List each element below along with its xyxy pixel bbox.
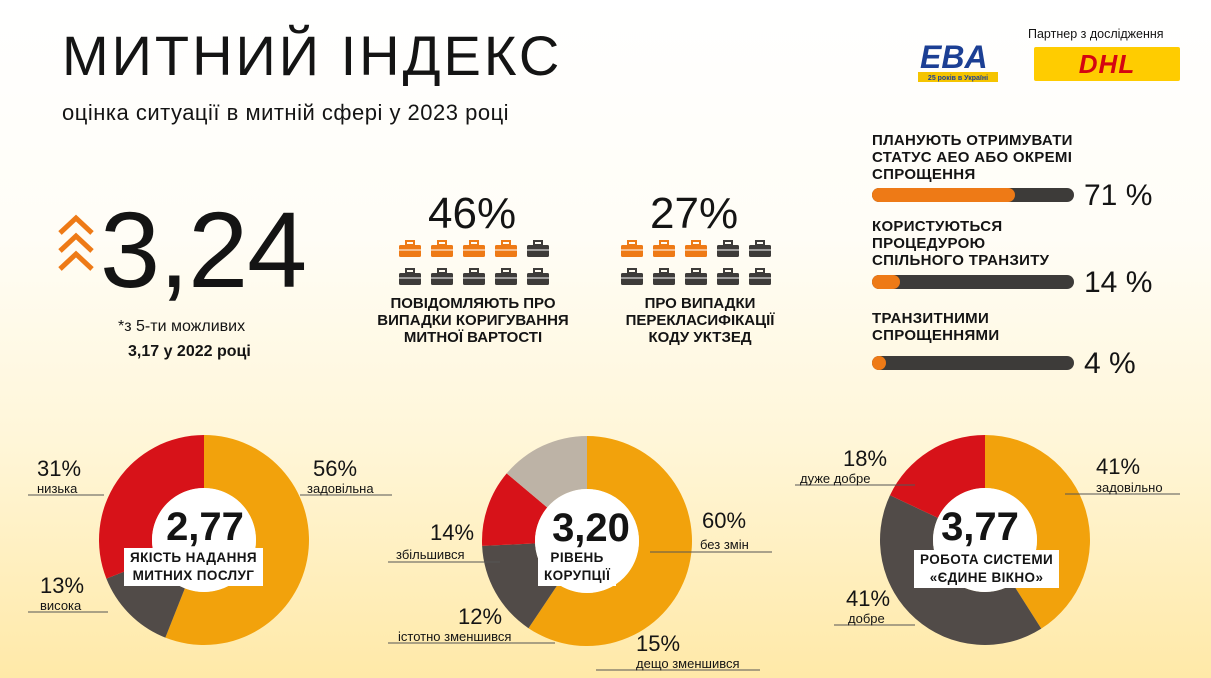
progress-fill — [872, 188, 1016, 202]
donut-slice — [889, 435, 985, 518]
donut-value: 3,20 — [552, 506, 630, 550]
slice-percent: 56% — [313, 456, 358, 481]
briefcase-icon — [621, 268, 643, 285]
slice-name: істотно зменшився — [398, 629, 512, 644]
donut-value: 2,77 — [166, 505, 244, 549]
slice-name: низька — [37, 481, 78, 496]
briefcase-icon — [653, 268, 675, 285]
briefcase-icon — [749, 268, 771, 285]
bar-percent: 14 % — [1084, 266, 1153, 299]
briefcase-grid — [620, 240, 780, 288]
progress-fill — [872, 275, 901, 289]
progress-track — [872, 275, 1074, 289]
progress-track — [872, 188, 1074, 202]
briefcase-icon — [431, 240, 453, 257]
bar-percent: 71 % — [1084, 179, 1153, 212]
donut-slice — [165, 435, 309, 645]
donut-slice — [880, 495, 1042, 645]
chevron-up-icon — [58, 214, 94, 271]
briefcase-icon — [717, 268, 739, 285]
briefcase-icon — [527, 240, 549, 257]
index-value: 3,24 — [100, 189, 307, 310]
stat-caption: ПРО ВИПАДКИ ПЕРЕКЛАСИФІКАЦІЇ КОДУ УКТЗЕД — [625, 295, 775, 346]
bar-percent: 4 % — [1084, 347, 1136, 380]
bar-label: ПЛАНУЮТЬ ОТРИМУВАТИ СТАТУС АЕО АБО ОКРЕМІ… — [872, 132, 1073, 183]
dhl-logo-text: DHL — [1078, 49, 1136, 79]
donut-slice — [506, 436, 587, 508]
donut-slice — [482, 473, 548, 546]
briefcase-icon — [495, 240, 517, 257]
slice-percent: 12% — [458, 604, 503, 629]
briefcase-icon — [399, 268, 421, 285]
slice-percent: 13% — [40, 573, 85, 598]
donut-value: 3,77 — [941, 505, 1019, 549]
eba-logo: EBA 25 років в Україні — [918, 39, 998, 82]
briefcase-icon — [685, 268, 707, 285]
index-previous: 3,17 у 2022 році — [128, 343, 251, 360]
bar-label: ТРАНЗИТНИМИ СПРОЩЕННЯМИ — [872, 310, 1000, 344]
slice-percent: 15% — [636, 631, 681, 656]
slice-percent: 14% — [430, 520, 475, 545]
page-subtitle: оцінка ситуації в митній сфері у 2023 ро… — [62, 100, 510, 125]
progress-fill — [872, 356, 887, 370]
donut-slice — [528, 436, 692, 647]
eba-logo-tagline: 25 років в Україні — [928, 74, 988, 82]
partner-label: Партнер з дослідження — [1028, 27, 1164, 41]
slice-percent: 41% — [1096, 454, 1141, 479]
slice-name: задовільна — [307, 481, 374, 496]
stat-percent: 46% — [428, 189, 517, 238]
stat-percent: 27% — [650, 189, 739, 238]
donut-slice — [98, 435, 204, 579]
briefcase-icon — [749, 240, 771, 257]
index-note: *з 5-ти можливих — [118, 318, 246, 335]
eba-logo-text: EBA — [920, 39, 988, 75]
briefcase-icon — [717, 240, 739, 257]
slice-percent: 41% — [846, 586, 891, 611]
slice-name: дещо зменшився — [636, 656, 740, 671]
slice-percent: 31% — [37, 456, 82, 481]
stat-caption: ПОВІДОМЛЯЮТЬ ПРО ВИПАДКИ КОРИГУВАННЯ МИТ… — [377, 295, 569, 346]
briefcase-icon — [431, 268, 453, 285]
briefcase-icon — [653, 240, 675, 257]
slice-name: висока — [40, 598, 82, 613]
briefcase-icon — [463, 268, 485, 285]
slice-percent: 18% — [843, 446, 888, 471]
slice-name: дуже добре — [800, 471, 871, 486]
briefcase-grid — [398, 240, 558, 288]
briefcase-icon — [463, 240, 485, 257]
progress-track — [872, 356, 1074, 370]
briefcase-icon — [621, 240, 643, 257]
slice-percent: 60% — [702, 508, 747, 533]
slice-name: добре — [848, 611, 885, 626]
slice-name: задовільно — [1096, 480, 1163, 495]
briefcase-icon — [685, 240, 707, 257]
donut-slice — [985, 435, 1091, 629]
donut-single-window — [880, 435, 1091, 645]
slice-name: збільшився — [396, 547, 465, 562]
donut-label: РІВЕНЬ КОРУПЦІЇ — [538, 548, 617, 586]
briefcase-icon — [495, 268, 517, 285]
slice-name: без змін — [700, 537, 749, 552]
briefcase-icon — [399, 240, 421, 257]
donut-label: РОБОТА СИСТЕМИ «ЄДИНЕ ВІКНО» — [914, 550, 1060, 588]
briefcase-icon — [527, 268, 549, 285]
page-title: МИТНИЙ ІНДЕКС — [62, 24, 563, 87]
bar-label: КОРИСТУЮТЬСЯ ПРОЦЕДУРОЮ СПІЛЬНОГО ТРАНЗИТУ — [872, 218, 1050, 269]
donut-label: ЯКІСТЬ НАДАННЯ МИТНИХ ПОСЛУГ — [124, 548, 263, 586]
dhl-logo: DHL — [1034, 47, 1180, 81]
